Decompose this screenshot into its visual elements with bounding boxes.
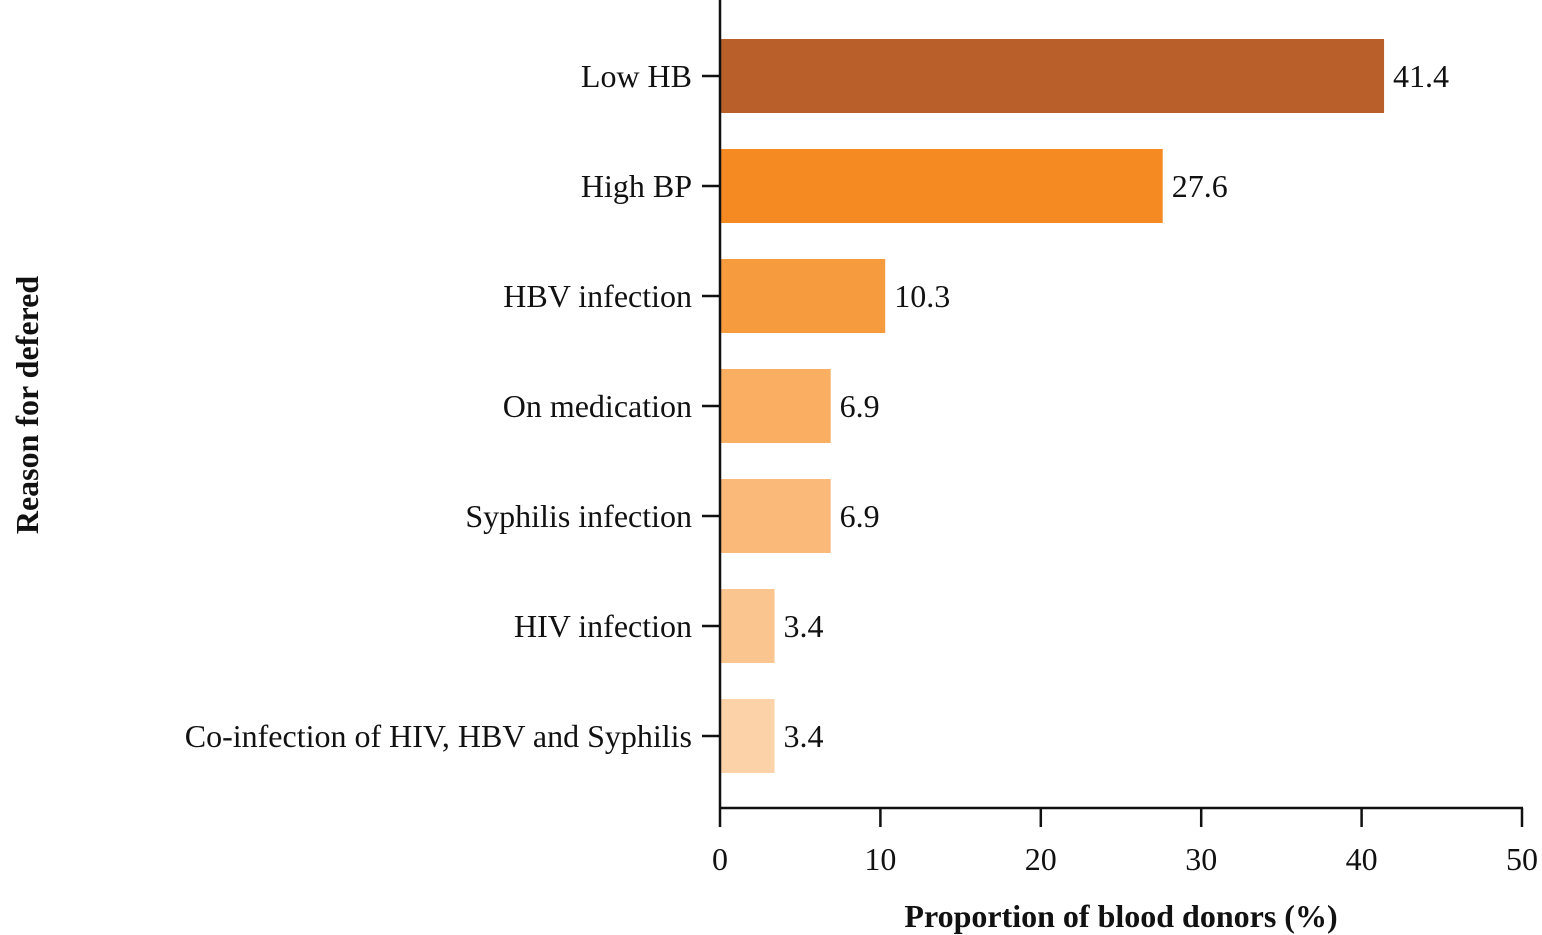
category-label: On medication <box>503 388 692 424</box>
value-label: 10.3 <box>894 278 950 314</box>
x-tick-label: 20 <box>1025 841 1057 877</box>
x-tick-label: 10 <box>864 841 896 877</box>
bar <box>721 369 831 443</box>
bar <box>721 589 775 663</box>
x-ticks-group: 0 10 20 30 40 50 <box>712 808 1538 877</box>
category-label: Syphilis infection <box>465 498 692 534</box>
bar <box>721 259 886 333</box>
bar <box>721 39 1385 113</box>
y-axis-title: Reason for defered <box>9 276 45 535</box>
category-label: Low HB <box>581 58 692 94</box>
x-tick-label: 30 <box>1185 841 1217 877</box>
value-label: 27.6 <box>1172 168 1228 204</box>
bar <box>721 479 831 553</box>
category-ticks-group: Low HB High BP HBV infection On medication S… <box>185 58 720 754</box>
bars-group: 41.4 27.6 10.3 6.9 6.9 3.4 3.4 <box>721 39 1449 773</box>
value-label: 3.4 <box>784 718 824 754</box>
category-label: HBV infection <box>503 278 692 314</box>
category-label: HIV infection <box>514 608 692 644</box>
bar <box>721 149 1163 223</box>
value-label: 3.4 <box>784 608 824 644</box>
bar <box>721 699 775 773</box>
x-tick-label: 50 <box>1506 841 1538 877</box>
x-tick-label: 40 <box>1346 841 1378 877</box>
x-tick-label: 0 <box>712 841 728 877</box>
value-label: 41.4 <box>1393 58 1449 94</box>
value-label: 6.9 <box>840 388 880 424</box>
value-label: 6.9 <box>840 498 880 534</box>
category-label: Co-infection of HIV, HBV and Syphilis <box>185 718 692 754</box>
x-axis-title: Proportion of blood donors (%) <box>904 898 1337 934</box>
category-label: High BP <box>581 168 692 204</box>
